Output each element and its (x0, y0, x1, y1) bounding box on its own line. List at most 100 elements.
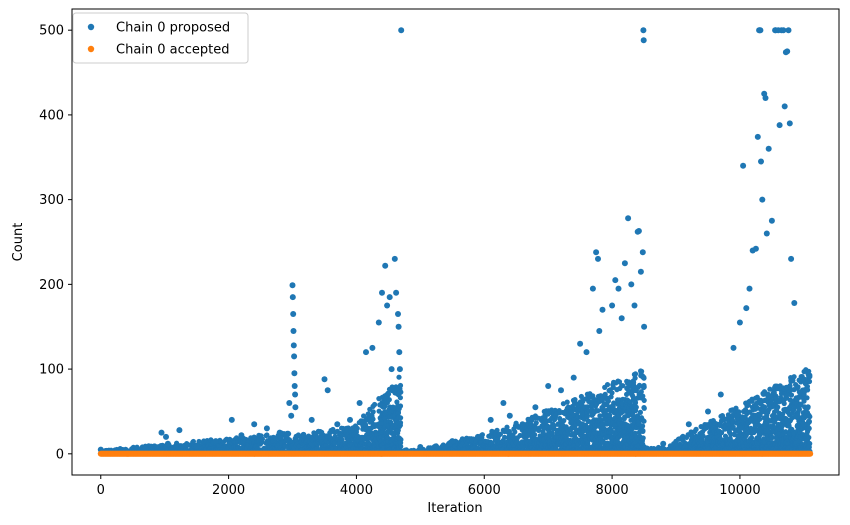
data-point-proposed (807, 374, 813, 380)
data-point-proposed (397, 395, 403, 401)
data-point-proposed (795, 384, 801, 390)
data-point-proposed (558, 387, 564, 394)
data-point-proposed (396, 366, 403, 373)
data-point-proposed (635, 228, 642, 234)
data-point-proposed (533, 420, 539, 426)
data-point-proposed (334, 421, 341, 428)
data-point-proposed (612, 277, 619, 284)
data-point-proposed (584, 413, 590, 420)
data-point-proposed (596, 328, 603, 334)
data-point-proposed (609, 390, 615, 396)
plot-area (72, 9, 839, 475)
data-point-proposed (291, 353, 298, 360)
data-point-proposed (641, 405, 647, 411)
data-point-proposed (641, 375, 647, 381)
data-point-proposed (494, 427, 500, 433)
data-point-proposed (290, 328, 297, 334)
data-point-proposed (743, 305, 750, 312)
data-point-proposed (379, 289, 385, 296)
data-point-proposed (163, 433, 169, 440)
data-point-proposed (290, 311, 297, 317)
data-point-proposed (602, 391, 608, 397)
data-point-proposed (736, 409, 742, 415)
data-point-proposed (347, 416, 353, 423)
data-point-proposed (176, 427, 183, 434)
data-point-proposed (632, 371, 639, 377)
data-point-proposed (618, 315, 625, 322)
data-point-proposed (292, 391, 299, 398)
data-point-proposed (552, 407, 558, 413)
data-point-proposed (572, 425, 578, 431)
data-point-proposed (395, 311, 401, 317)
data-point-proposed (398, 443, 404, 450)
data-point-proposed (286, 431, 292, 437)
data-point-proposed (660, 440, 667, 447)
data-point-proposed (142, 445, 149, 452)
data-point-proposed (290, 342, 297, 349)
data-point-proposed (641, 323, 648, 330)
data-point-proposed (382, 262, 389, 269)
data-point-proposed (504, 424, 510, 430)
data-point-proposed (385, 391, 392, 397)
data-point-proposed (621, 416, 627, 422)
data-point-proposed (487, 416, 494, 423)
data-point-proposed (551, 423, 557, 429)
data-point-proposed (640, 428, 646, 434)
data-point-proposed (339, 437, 345, 443)
data-point-proposed (397, 389, 403, 395)
data-point-proposed (628, 281, 635, 288)
data-point-proposed (289, 282, 296, 289)
data-point-proposed (788, 392, 795, 398)
data-point-proposed (238, 432, 245, 439)
data-point-proposed (806, 425, 812, 431)
data-point-proposed (291, 383, 298, 389)
data-point-proposed (605, 398, 612, 404)
data-point-proposed (394, 399, 400, 405)
data-point-proposed (264, 432, 270, 438)
data-point-proposed (806, 378, 813, 385)
data-point-proposed (363, 349, 369, 356)
data-point-proposed (398, 415, 404, 421)
data-point-proposed (500, 400, 507, 406)
data-point-proposed (370, 416, 376, 422)
data-point-proposed (506, 428, 512, 435)
data-point-proposed (561, 418, 567, 424)
data-point-proposed (417, 444, 424, 450)
data-point-proposed (603, 407, 609, 414)
data-point-proposed (263, 425, 270, 432)
data-point-proposed (397, 420, 404, 426)
data-point-proposed (164, 440, 171, 447)
data-point-proposed (641, 418, 647, 424)
data-point-proposed (608, 394, 614, 400)
data-point-proposed (397, 403, 404, 409)
data-point-proposed (384, 302, 391, 309)
data-point-proposed (321, 376, 328, 383)
data-point-proposed (517, 432, 523, 439)
data-point-proposed (625, 215, 632, 222)
data-point-proposed (193, 443, 200, 450)
data-point-proposed (640, 37, 647, 44)
data-point-proposed (196, 438, 202, 445)
data-point-proposed (375, 319, 382, 326)
data-point-proposed (572, 397, 578, 403)
data-point-proposed (705, 408, 711, 415)
data-point-proposed (506, 412, 513, 419)
data-point-proposed (583, 349, 590, 356)
data-point-proposed (308, 416, 315, 423)
data-point-proposed (369, 344, 376, 351)
data-point-proposed (502, 434, 508, 440)
data-point-proposed (740, 162, 747, 169)
data-point-proposed (391, 255, 398, 262)
data-point-proposed (251, 421, 258, 428)
data-point-proposed (186, 442, 192, 448)
data-point-proposed (564, 399, 570, 405)
data-point-proposed (805, 387, 811, 393)
data-point-proposed (640, 423, 646, 429)
data-point-proposed (806, 434, 812, 441)
data-point-proposed (292, 404, 299, 411)
data-point-proposed (609, 302, 616, 309)
data-point-proposed (565, 404, 571, 410)
data-point-proposed (386, 294, 393, 301)
data-point-proposed (395, 410, 401, 416)
